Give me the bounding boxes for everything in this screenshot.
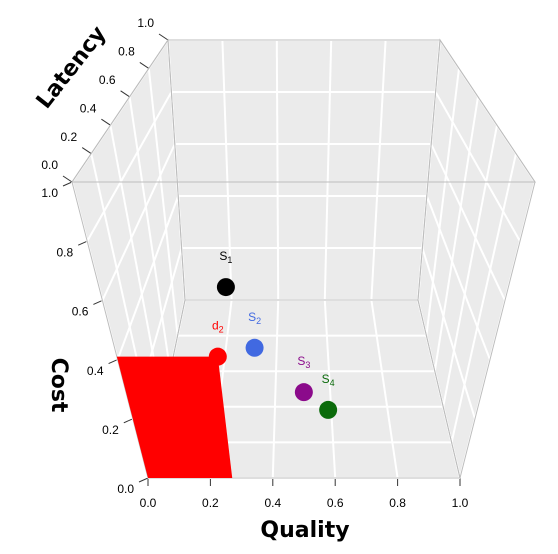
x-tick-label: 0.0	[140, 496, 157, 510]
dominance-region	[116, 356, 233, 478]
tick-mark	[62, 175, 73, 183]
point-label: S3	[297, 354, 310, 370]
grid-line	[147, 68, 179, 336]
y-axis-title: Cost	[46, 358, 71, 413]
tick-mark	[139, 61, 150, 69]
z-tick-label: 0.2	[61, 130, 78, 144]
point-label-subscript: 3	[305, 361, 310, 371]
x-tick-label: 0.6	[327, 496, 344, 510]
tick-mark	[138, 477, 149, 483]
panel-border	[71, 39, 536, 183]
point-group: S3	[294, 354, 313, 402]
point-label: S1	[219, 249, 232, 265]
z-tick-label: 0.4	[80, 101, 97, 115]
point-group: S4	[319, 372, 338, 419]
grid-line	[370, 299, 399, 479]
point	[245, 338, 264, 357]
grid-line	[128, 96, 172, 372]
point	[319, 400, 338, 419]
x-axis-title: Quality	[260, 518, 349, 543]
grid-line	[430, 143, 506, 301]
point-label-name: S	[248, 310, 256, 324]
point-label-name: S	[219, 249, 227, 263]
x-tick-label: 0.4	[264, 496, 281, 510]
grid-line	[421, 247, 476, 420]
x-tick-label: 0.8	[389, 496, 406, 510]
x-tick-label: 1.0	[452, 496, 469, 510]
y-tick-label: 0.4	[87, 364, 104, 378]
tick-mark	[101, 118, 111, 126]
grid-line	[323, 299, 337, 479]
tick-mark	[158, 33, 169, 41]
point-label-name: S	[297, 354, 305, 368]
point-label-subscript: 1	[227, 255, 232, 265]
z-tick-label: 0.6	[99, 73, 116, 87]
z-tick-label: 0.8	[118, 45, 135, 59]
grid-line	[433, 96, 479, 372]
point-label: d2	[212, 319, 224, 335]
grid-line	[450, 153, 517, 443]
tick-mark	[81, 147, 92, 155]
z-tick-label: 0.0	[41, 158, 58, 172]
grid-line	[271, 299, 280, 479]
grid-line	[275, 39, 280, 301]
grid-line	[86, 91, 173, 242]
x-tick-label: 0.2	[202, 496, 219, 510]
point-label: S2	[248, 310, 261, 326]
point-label-subscript: 2	[219, 325, 224, 335]
point	[294, 383, 313, 402]
grid-line	[323, 39, 333, 301]
tick-mark	[62, 181, 73, 187]
tick-mark	[108, 359, 118, 365]
grid-line	[221, 39, 233, 301]
point-label-subscript: 4	[330, 378, 335, 388]
y-tick-label: 0.6	[72, 305, 89, 319]
tick-mark	[93, 299, 103, 305]
point	[208, 347, 227, 366]
z-tick-label: 1.0	[137, 16, 154, 30]
point-group: d2	[116, 319, 233, 478]
y-tick-label: 0.0	[117, 482, 134, 496]
y-tick-label: 0.2	[102, 423, 119, 437]
point-label: S4	[322, 372, 335, 388]
grid-line	[442, 125, 498, 407]
panel	[71, 39, 536, 183]
grid-line	[425, 195, 491, 360]
point	[216, 278, 235, 297]
grid-line	[116, 195, 180, 360]
grid-line	[425, 68, 460, 336]
point-label-name: d	[212, 319, 219, 333]
point-group: S1	[216, 249, 235, 297]
grid-line	[370, 39, 387, 301]
point-label-name: S	[322, 372, 330, 386]
tick-mark	[123, 418, 134, 424]
tick-mark	[77, 240, 88, 246]
point-label-subscript: 2	[256, 316, 261, 326]
grid-line	[101, 143, 176, 301]
tick-mark	[120, 90, 130, 98]
point-group: S2	[245, 310, 264, 357]
y-tick-label: 0.8	[57, 245, 74, 259]
grid-line	[434, 91, 521, 242]
y-tick-label: 1.0	[41, 186, 58, 200]
z-axis-title: Latency	[32, 22, 112, 114]
